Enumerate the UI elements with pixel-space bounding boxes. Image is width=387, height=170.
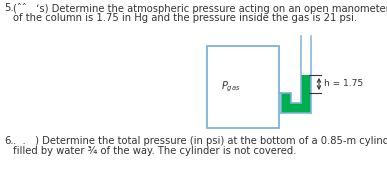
Bar <box>281 103 301 113</box>
Text: $\mathit{P}_{gas}$: $\mathit{P}_{gas}$ <box>221 80 241 94</box>
Text: .  .   ) Determine the total pressure (in psi) at the bottom of a 0.85-m cylinde: . . ) Determine the total pressure (in p… <box>13 136 387 146</box>
Bar <box>301 75 311 113</box>
Text: 6.: 6. <box>4 136 14 146</box>
Text: 5.: 5. <box>4 3 14 13</box>
Bar <box>207 46 279 128</box>
Text: h = 1.75: h = 1.75 <box>324 80 363 89</box>
Text: (ˆˆ   ʻs) Determine the atmospheric pressure acting on an open manometer if the : (ˆˆ ʻs) Determine the atmospheric pressu… <box>13 3 387 14</box>
Bar <box>281 93 291 113</box>
Text: of the column is 1.75 in Hg and the pressure inside the gas is 21 psi.: of the column is 1.75 in Hg and the pres… <box>13 13 357 23</box>
Text: filled by water ¾ of the way. The cylinder is not covered.: filled by water ¾ of the way. The cylind… <box>13 146 296 156</box>
